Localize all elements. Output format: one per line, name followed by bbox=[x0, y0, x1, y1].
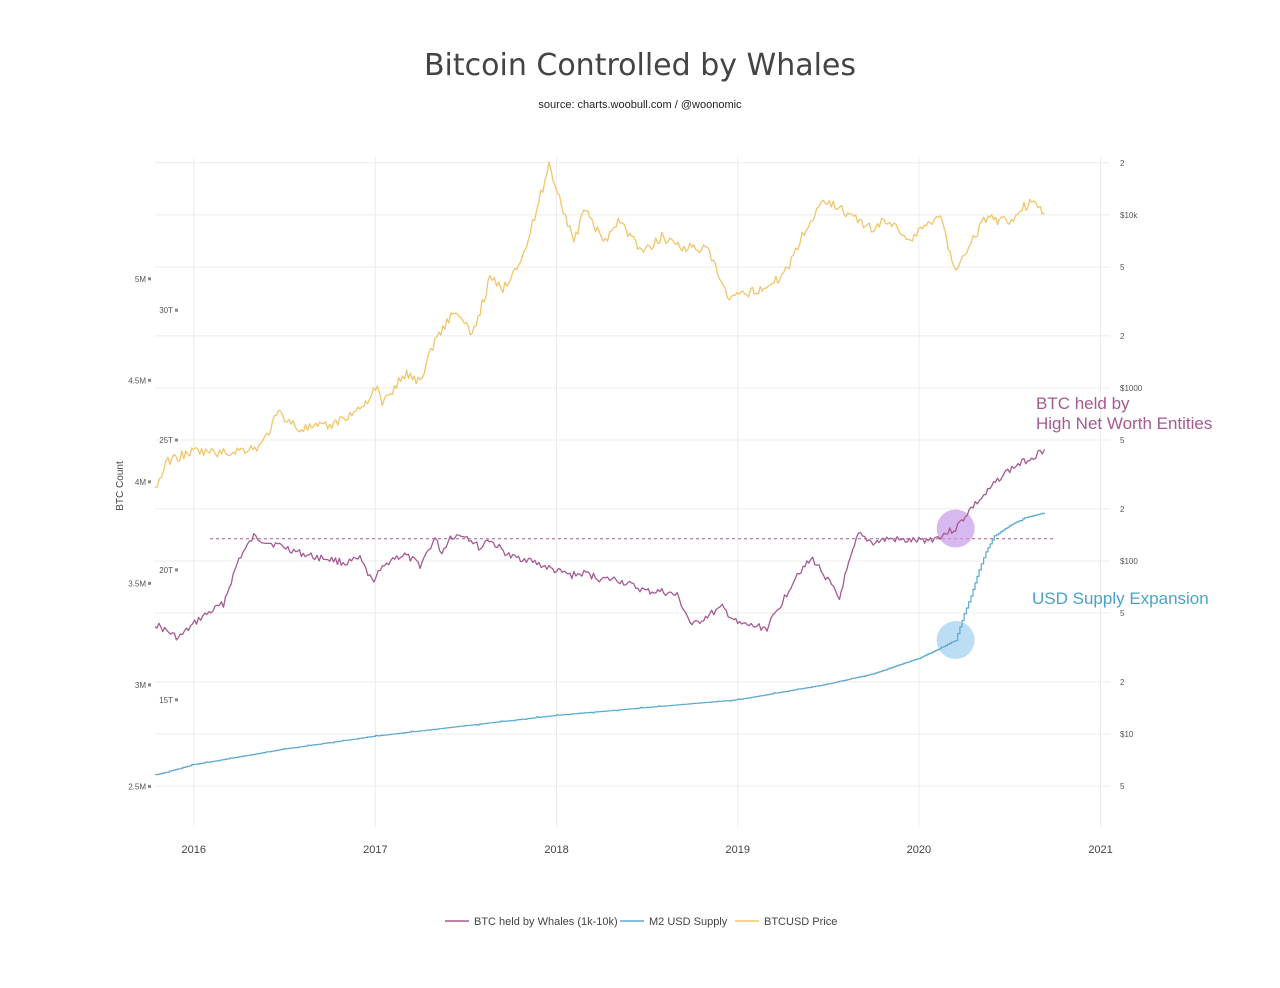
x-tick-label: 2019 bbox=[725, 844, 749, 856]
x-axis: 2016 2017 2018 2019 2020 2021 bbox=[181, 844, 1112, 856]
left-axis: 5M 4.5M 4M 3.5M 3M 2.5M bbox=[128, 275, 151, 791]
series-line-2 bbox=[154, 161, 1045, 489]
x-tick-label: 2017 bbox=[363, 844, 387, 856]
tick-marker bbox=[175, 308, 178, 312]
tick-marker bbox=[148, 784, 151, 788]
tick-marker bbox=[148, 581, 151, 585]
legend: BTC held by Whales (1k-10k) M2 USD Supply… bbox=[445, 916, 837, 928]
price-tick-label: 2 bbox=[1120, 159, 1125, 168]
y-axis-label: BTC Count bbox=[115, 461, 126, 511]
btc-count-tick-label: 4.5M bbox=[128, 376, 146, 385]
btc-count-tick-label: 3M bbox=[135, 681, 146, 690]
legend-entry: BTC held by Whales (1k-10k) bbox=[474, 916, 618, 928]
legend-entry: M2 USD Supply bbox=[649, 916, 728, 928]
btc-count-tick-label: 3.5M bbox=[128, 579, 146, 588]
grid bbox=[155, 157, 1110, 827]
price-tick-label: $1000 bbox=[1120, 384, 1143, 393]
price-tick-label: 2 bbox=[1120, 505, 1125, 514]
highlights bbox=[936, 509, 975, 660]
btc-count-tick-label: 5M bbox=[135, 275, 146, 284]
tick-marker bbox=[175, 438, 178, 442]
m2-tick-label: 20T bbox=[159, 566, 173, 575]
annotation-label: USD Supply Expansion bbox=[1032, 589, 1209, 608]
chart-subtitle: source: charts.woobull.com / @woonomic bbox=[538, 99, 742, 111]
tick-marker bbox=[148, 480, 151, 484]
highlight-circle bbox=[936, 621, 975, 660]
btc-count-tick-label: 4M bbox=[135, 478, 146, 487]
price-tick-label: 5 bbox=[1120, 609, 1125, 618]
annotation-label: High Net Worth Entities bbox=[1036, 414, 1212, 433]
btc-count-tick-label: 2.5M bbox=[128, 782, 146, 791]
highlight-circle bbox=[936, 509, 975, 548]
price-tick-label: 5 bbox=[1120, 782, 1125, 791]
m2-tick-label: 25T bbox=[159, 436, 173, 445]
x-tick-label: 2018 bbox=[544, 844, 568, 856]
series-group bbox=[154, 161, 1046, 776]
tick-marker bbox=[148, 277, 151, 281]
price-tick-label: 2 bbox=[1120, 678, 1125, 687]
price-tick-label: 5 bbox=[1120, 436, 1125, 445]
price-tick-label: 5 bbox=[1120, 263, 1125, 272]
tick-marker bbox=[175, 698, 178, 702]
price-tick-label: $10k bbox=[1120, 211, 1138, 220]
price-axis: 2 $10k 5 2 $1000 5 2 $100 5 2 $10 5 bbox=[1120, 159, 1143, 791]
x-tick-label: 2021 bbox=[1088, 844, 1112, 856]
x-tick-label: 2020 bbox=[907, 844, 931, 856]
chart-title: Bitcoin Controlled by Whales bbox=[423, 48, 857, 83]
m2-tick-label: 30T bbox=[159, 306, 173, 315]
tick-marker bbox=[148, 683, 151, 687]
price-tick-label: $100 bbox=[1120, 557, 1138, 566]
annotation-label: BTC held by bbox=[1036, 394, 1130, 413]
m2-axis: 30T 25T 20T 15T bbox=[159, 306, 178, 705]
legend-entry: BTCUSD Price bbox=[764, 916, 837, 928]
x-tick-label: 2016 bbox=[181, 844, 205, 856]
price-tick-label: $10 bbox=[1120, 730, 1134, 739]
tick-marker bbox=[148, 378, 151, 382]
tick-marker bbox=[175, 568, 178, 572]
series-line-0 bbox=[154, 449, 1046, 641]
price-tick-label: 2 bbox=[1120, 332, 1125, 341]
series-line-1 bbox=[155, 512, 1046, 776]
m2-tick-label: 15T bbox=[159, 696, 173, 705]
